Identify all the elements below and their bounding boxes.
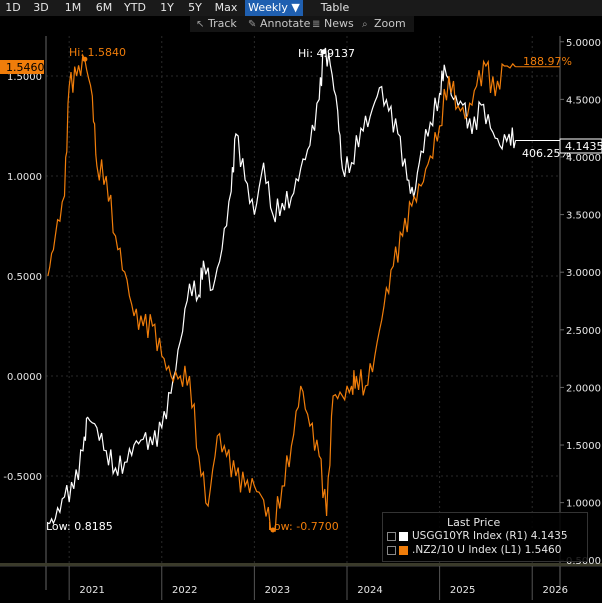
x-tick-label: 2024	[357, 585, 382, 596]
white-pct-label: 406.25%	[522, 147, 571, 160]
magnifier-icon: ⌕	[362, 19, 368, 30]
zoom-tool[interactable]: ⌕ Zoom	[362, 16, 406, 32]
right-tick-label: 4.0000	[566, 153, 601, 164]
us-last-badge-bg	[559, 138, 602, 154]
right-tick-label: 2.0000	[566, 383, 601, 394]
legend-swatch-white	[399, 531, 408, 541]
left-tick-label: 0.5000	[7, 272, 42, 283]
x-tick-label: 2026	[542, 585, 567, 596]
left-axis: 1.5000 1.0000 0.5000 0.0000 -0.5000	[3, 72, 42, 483]
range-3d-button[interactable]: 3D	[33, 1, 49, 14]
news-tool[interactable]: ≣ News	[312, 16, 354, 32]
legend-label-nz210: .NZ2/10 U Index (L1) 1.5460	[412, 544, 562, 556]
x-tick-label: 2025	[450, 585, 475, 596]
legend-label-us10y: USGG10YR Index (R1) 4.1435	[412, 530, 568, 542]
range-5y-button[interactable]: 5Y	[188, 1, 202, 14]
timeline-strip	[0, 563, 602, 566]
table-button[interactable]: Table	[320, 1, 350, 14]
chart-tools-toolbar: ↖ Track ✎ Annotate ≣ News ⌕ Zoom	[190, 16, 414, 32]
legend: Last Price USGG10YR Index (R1) 4.1435 .N…	[382, 512, 588, 562]
left-tick-label: 0.0000	[7, 372, 42, 383]
news-icon: ≣	[312, 19, 321, 30]
right-tick-label: 1.0000	[566, 499, 601, 510]
range-ytd-button[interactable]: YTD	[124, 1, 146, 14]
range-6m-button[interactable]: 6M	[95, 1, 113, 14]
range-1d-button[interactable]: 1D	[5, 1, 21, 14]
x-axis: 2021 2022 2023 2024 2025 2026	[68, 566, 568, 600]
nz-last-badge-bg	[0, 60, 44, 74]
legend-item-us10y[interactable]: USGG10YR Index (R1) 4.1435	[387, 530, 568, 542]
series-group	[47, 47, 560, 533]
x-tick-label: 2021	[79, 585, 104, 596]
annotate-tool[interactable]: ✎ Annotate	[248, 16, 310, 32]
us-low-label: Low: 0.8185	[46, 520, 113, 533]
right-tick-label: 4.5000	[566, 95, 601, 106]
us-high-marker	[321, 49, 327, 55]
us-high-label: Hi: 4.9137	[298, 47, 355, 60]
legend-title: Last Price	[447, 516, 501, 529]
track-tool[interactable]: ↖ Track	[196, 16, 237, 32]
range-1y-button[interactable]: 1Y	[160, 1, 174, 14]
orange-pct-label: 188.97%	[523, 55, 572, 68]
legend-item-nz210[interactable]: .NZ2/10 U Index (L1) 1.5460	[387, 544, 561, 556]
checkbox-icon[interactable]	[387, 531, 396, 541]
nz-last-badge: 1.5460	[6, 61, 45, 74]
news-label: News	[324, 17, 354, 30]
right-tick-label: 1.5000	[566, 441, 601, 452]
nz-low-label: Low: -0.7700	[268, 520, 339, 533]
grid	[0, 36, 602, 590]
zoom-label: Zoom	[374, 17, 406, 30]
frequency-dropdown[interactable]: Weekly ▼	[245, 0, 303, 16]
nz-high-label: Hi: 1.5840	[69, 46, 126, 59]
nz210-series-line	[47, 53, 516, 532]
left-tick-label: 1.0000	[7, 172, 42, 183]
x-tick-label: 2023	[265, 585, 290, 596]
pencil-icon: ✎	[248, 19, 257, 30]
right-axis: 5.0000 4.5000 4.0000 3.5000 3.0000 2.5000 2.00…	[560, 38, 601, 567]
right-tick-label: 3.0000	[566, 268, 601, 279]
right-tick-label: 5.0000	[566, 38, 601, 49]
checkbox-icon[interactable]	[387, 545, 396, 555]
cursor-icon: ↖	[196, 19, 205, 30]
range-1m-button[interactable]: 1M	[64, 1, 82, 14]
legend-swatch-orange	[399, 545, 408, 555]
annotation-marks: Hi: 1.5840 Low: -0.7700 Hi: 4.9137 Low: …	[0, 46, 602, 533]
range-max-button[interactable]: Max	[214, 1, 238, 14]
us10y-series-line	[47, 47, 517, 525]
left-tick-label: -0.5000	[3, 472, 42, 483]
timeframe-toolbar: 1D 3D 1M 6M YTD 1Y 5Y Max Weekly ▼ Table	[0, 0, 602, 16]
nz-high-marker	[82, 56, 88, 62]
nz-low-marker	[270, 527, 276, 533]
right-tick-label: 2.5000	[566, 326, 601, 337]
x-tick-label: 2022	[172, 585, 197, 596]
track-label: Track	[208, 17, 237, 30]
annotate-label: Annotate	[260, 17, 311, 30]
left-tick-label: 1.5000	[7, 72, 42, 83]
us-last-badge: 4.1435	[565, 140, 602, 153]
right-tick-label: 3.5000	[566, 211, 601, 222]
